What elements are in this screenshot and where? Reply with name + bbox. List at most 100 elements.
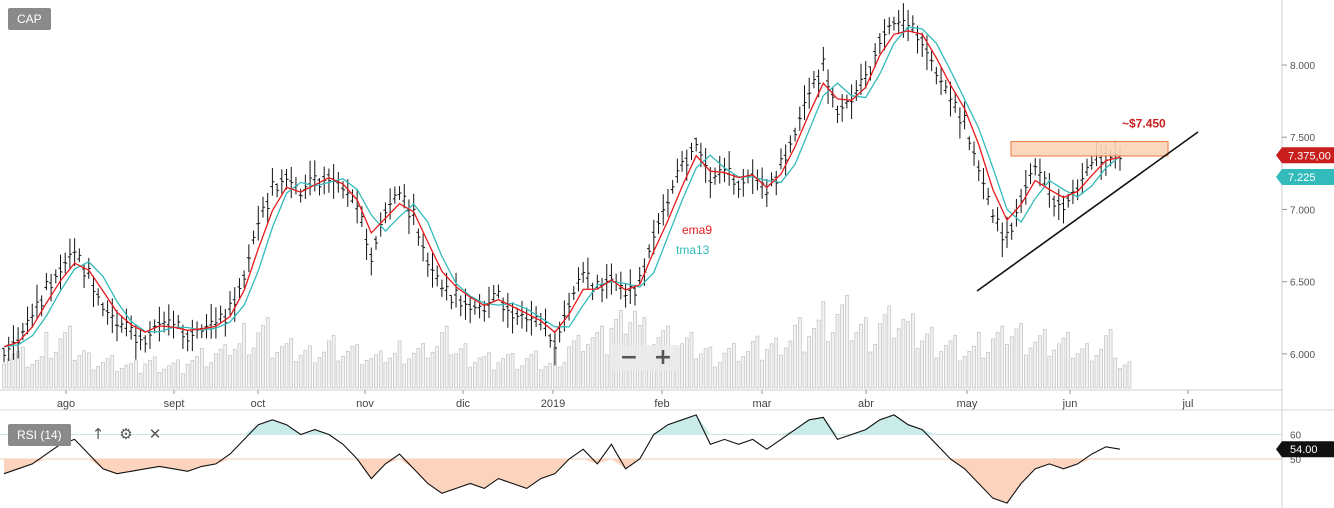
- volume-bar: [1127, 361, 1132, 389]
- volume-bar: [986, 352, 990, 389]
- volume-bar: [35, 360, 39, 389]
- volume-bar: [812, 328, 816, 389]
- volume-bar: [374, 354, 378, 389]
- x-tick-label: nov: [356, 398, 374, 410]
- volume-bar: [539, 369, 543, 389]
- rsi-indicator-label[interactable]: RSI (14): [8, 424, 71, 446]
- volume-bar: [821, 301, 826, 389]
- volume-bar: [86, 352, 91, 389]
- volume-bar: [402, 363, 407, 389]
- volume-bar: [421, 343, 425, 389]
- volume-bar: [185, 363, 190, 389]
- volume-bar: [25, 366, 30, 389]
- tma13-label: tma13: [676, 243, 710, 257]
- volume-bar: [209, 362, 213, 389]
- volume-bar: [49, 357, 53, 389]
- volume-bar: [807, 336, 812, 389]
- rsi-tag-bg: [1276, 441, 1334, 458]
- volume-bar: [39, 356, 44, 389]
- volume-bar: [242, 323, 246, 389]
- symbol-label[interactable]: CAP: [8, 8, 51, 30]
- move-up-icon[interactable]: ↑: [91, 425, 105, 443]
- volume-bar: [868, 351, 873, 389]
- volume-bar: [124, 364, 129, 389]
- resistance-annotation: ~$7.450: [1122, 116, 1166, 130]
- volume-bar: [1047, 355, 1052, 389]
- volume-bar: [562, 362, 567, 389]
- volume-bar: [430, 352, 435, 389]
- y-tick-label: 6.500: [1290, 278, 1315, 289]
- zoom-in-button[interactable]: +: [653, 345, 673, 370]
- volume-bar: [548, 363, 553, 389]
- volume-bar: [1104, 335, 1108, 389]
- volume-bar: [1019, 323, 1023, 389]
- volume-bar: [53, 352, 58, 389]
- volume-bar: [473, 362, 477, 389]
- volume-bar: [214, 353, 218, 389]
- y-tick-label: 6.000: [1290, 350, 1315, 361]
- volume-bar: [1014, 328, 1019, 389]
- volume-bar: [228, 354, 232, 389]
- volume-bar: [44, 332, 49, 389]
- volume-bar: [440, 332, 444, 389]
- volume-bar: [435, 346, 440, 389]
- volume-bar: [360, 364, 364, 389]
- volume-bar: [694, 358, 699, 389]
- zoom-controls: − +: [612, 345, 680, 371]
- volume-bar: [449, 354, 454, 389]
- volume-bar: [830, 332, 835, 389]
- volume-bar: [887, 305, 892, 389]
- zoom-out-button[interactable]: −: [619, 345, 639, 370]
- volume-bar: [397, 340, 402, 389]
- volume-bar: [1113, 357, 1118, 389]
- volume-bar: [251, 347, 256, 389]
- volume-bar: [769, 343, 774, 389]
- resistance-zone: [1010, 141, 1169, 157]
- volume-bar: [1094, 354, 1099, 389]
- y-tick-label: 7.000: [1290, 205, 1315, 216]
- volume-bar: [2, 363, 6, 389]
- ohlc-bars: [2, 3, 1122, 366]
- volume-bars: [2, 294, 1132, 389]
- volume-bar: [736, 361, 741, 389]
- volume-bar: [119, 367, 124, 389]
- volume-bar: [600, 325, 604, 389]
- volume-bar: [534, 350, 538, 389]
- volume-bar: [557, 366, 562, 389]
- volume-bar: [364, 360, 369, 389]
- volume-bar: [1108, 329, 1113, 389]
- volume-bar: [943, 344, 948, 389]
- volume-bar: [1071, 357, 1075, 389]
- volume-bar: [1089, 360, 1094, 389]
- rsi-tick-label: 50: [1290, 455, 1302, 466]
- volume-bar: [407, 358, 411, 389]
- volume-bar: [816, 319, 821, 389]
- gear-icon[interactable]: ⚙: [119, 425, 133, 443]
- volume-bar: [779, 354, 783, 389]
- volume-bar: [765, 349, 769, 389]
- volume-bar: [331, 334, 336, 389]
- x-tick-label: dic: [456, 398, 471, 410]
- volume-bar: [463, 343, 468, 389]
- price-tag: 7.375,00: [1276, 147, 1334, 164]
- rsi-tag-label: 54.00: [1290, 444, 1318, 456]
- close-icon[interactable]: ✕: [148, 425, 162, 443]
- volume-bar: [571, 340, 576, 389]
- volume-bar: [458, 348, 463, 389]
- volume-bar: [915, 347, 920, 389]
- volume-bar: [896, 328, 901, 389]
- volume-bar: [280, 346, 284, 389]
- volume-bar: [308, 345, 312, 389]
- x-tick-label: may: [957, 398, 978, 410]
- volume-bar: [195, 356, 199, 389]
- volume-bar: [873, 344, 877, 389]
- x-tick-label: mar: [753, 398, 772, 410]
- volume-bar: [289, 338, 294, 389]
- volume-bar: [134, 360, 138, 389]
- volume-bar: [958, 360, 962, 389]
- volume-bar: [378, 350, 383, 389]
- volume-bar: [101, 361, 105, 389]
- volume-bar: [167, 365, 171, 389]
